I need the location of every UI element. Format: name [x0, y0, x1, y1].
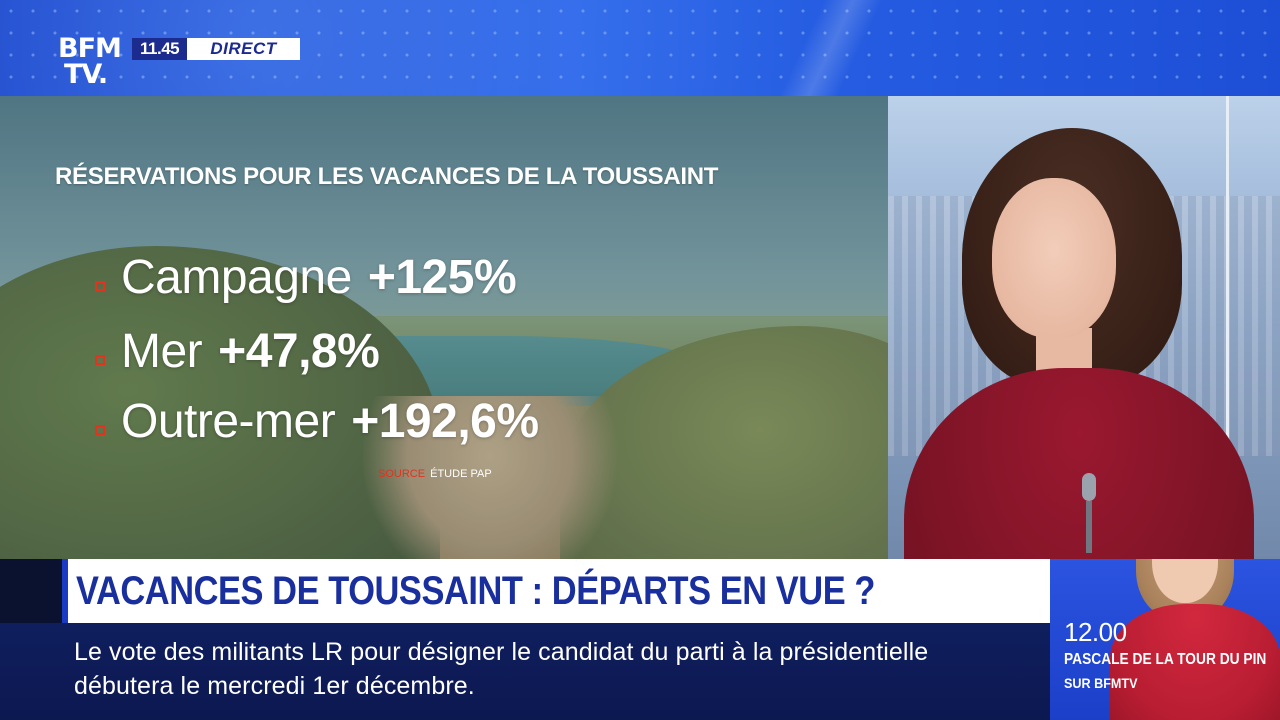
next-show-time: 12.00	[1064, 617, 1127, 647]
stat-row-campagne: Campagne +125%	[95, 251, 517, 304]
stat-value: +192,6%	[351, 395, 539, 448]
stat-label: Outre-mer	[121, 395, 336, 448]
clock-time: 11.45	[132, 38, 188, 60]
presenter-photo	[1110, 559, 1280, 720]
source-text: ÉTUDE PAP	[430, 468, 492, 480]
studio-panel-divider	[1226, 96, 1229, 720]
stat-label: Mer	[121, 325, 203, 378]
stat-value: +125%	[367, 251, 517, 304]
guest-face	[992, 178, 1116, 338]
guest-journalist	[904, 128, 1254, 698]
stat-row-mer: Mer +47,8%	[95, 325, 380, 378]
bfmtv-logo: BFM TV.	[58, 33, 128, 94]
stat-label: Campagne	[121, 251, 352, 304]
live-badge: DIRECT	[187, 38, 300, 60]
banner-light-streak	[720, 0, 940, 96]
stat-row-outre-mer: Outre-mer +192,6%	[95, 398, 539, 446]
bullet-square-icon	[95, 281, 105, 291]
logo-line-2: TV.	[64, 59, 108, 90]
top-banner	[0, 0, 1280, 96]
stat-value: +47,8%	[218, 325, 380, 378]
infographic-title: RÉSERVATIONS POUR LES VACANCES DE LA TOU…	[55, 163, 719, 190]
logo-line-1: BFM	[58, 33, 122, 64]
next-show-promo: 12.00 PASCALE DE LA TOUR DU PIN SUR BFMT…	[1050, 559, 1280, 720]
news-ticker: Le vote des militants LR pour désigner l…	[0, 623, 1050, 720]
bullet-square-icon	[95, 355, 105, 365]
next-show-channel: SUR BFMTV	[1064, 675, 1138, 691]
studio-camera-view	[888, 96, 1280, 720]
bullet-square-icon	[95, 425, 105, 435]
background-path	[360, 396, 620, 559]
headline-band: VACANCES DE TOUSSAINT : DÉPARTS EN VUE ?	[62, 559, 1050, 623]
presenter-body	[1110, 604, 1280, 720]
headline-accent-bar	[62, 559, 68, 623]
headline-text: VACANCES DE TOUSSAINT : DÉPARTS EN VUE ?	[76, 568, 875, 613]
infographic-panel: RÉSERVATIONS POUR LES VACANCES DE LA TOU…	[0, 96, 888, 559]
microphone-icon	[1082, 473, 1096, 553]
source-label: SOURCE	[378, 468, 426, 480]
ticker-text: Le vote des militants LR pour désigner l…	[74, 638, 929, 700]
live-clock: 11.45 DIRECT	[132, 38, 300, 60]
source-credit: SOURCE ÉTUDE PAP	[378, 468, 492, 480]
background-overlay	[0, 96, 888, 559]
next-show-title: PASCALE DE LA TOUR DU PIN	[1064, 651, 1267, 668]
